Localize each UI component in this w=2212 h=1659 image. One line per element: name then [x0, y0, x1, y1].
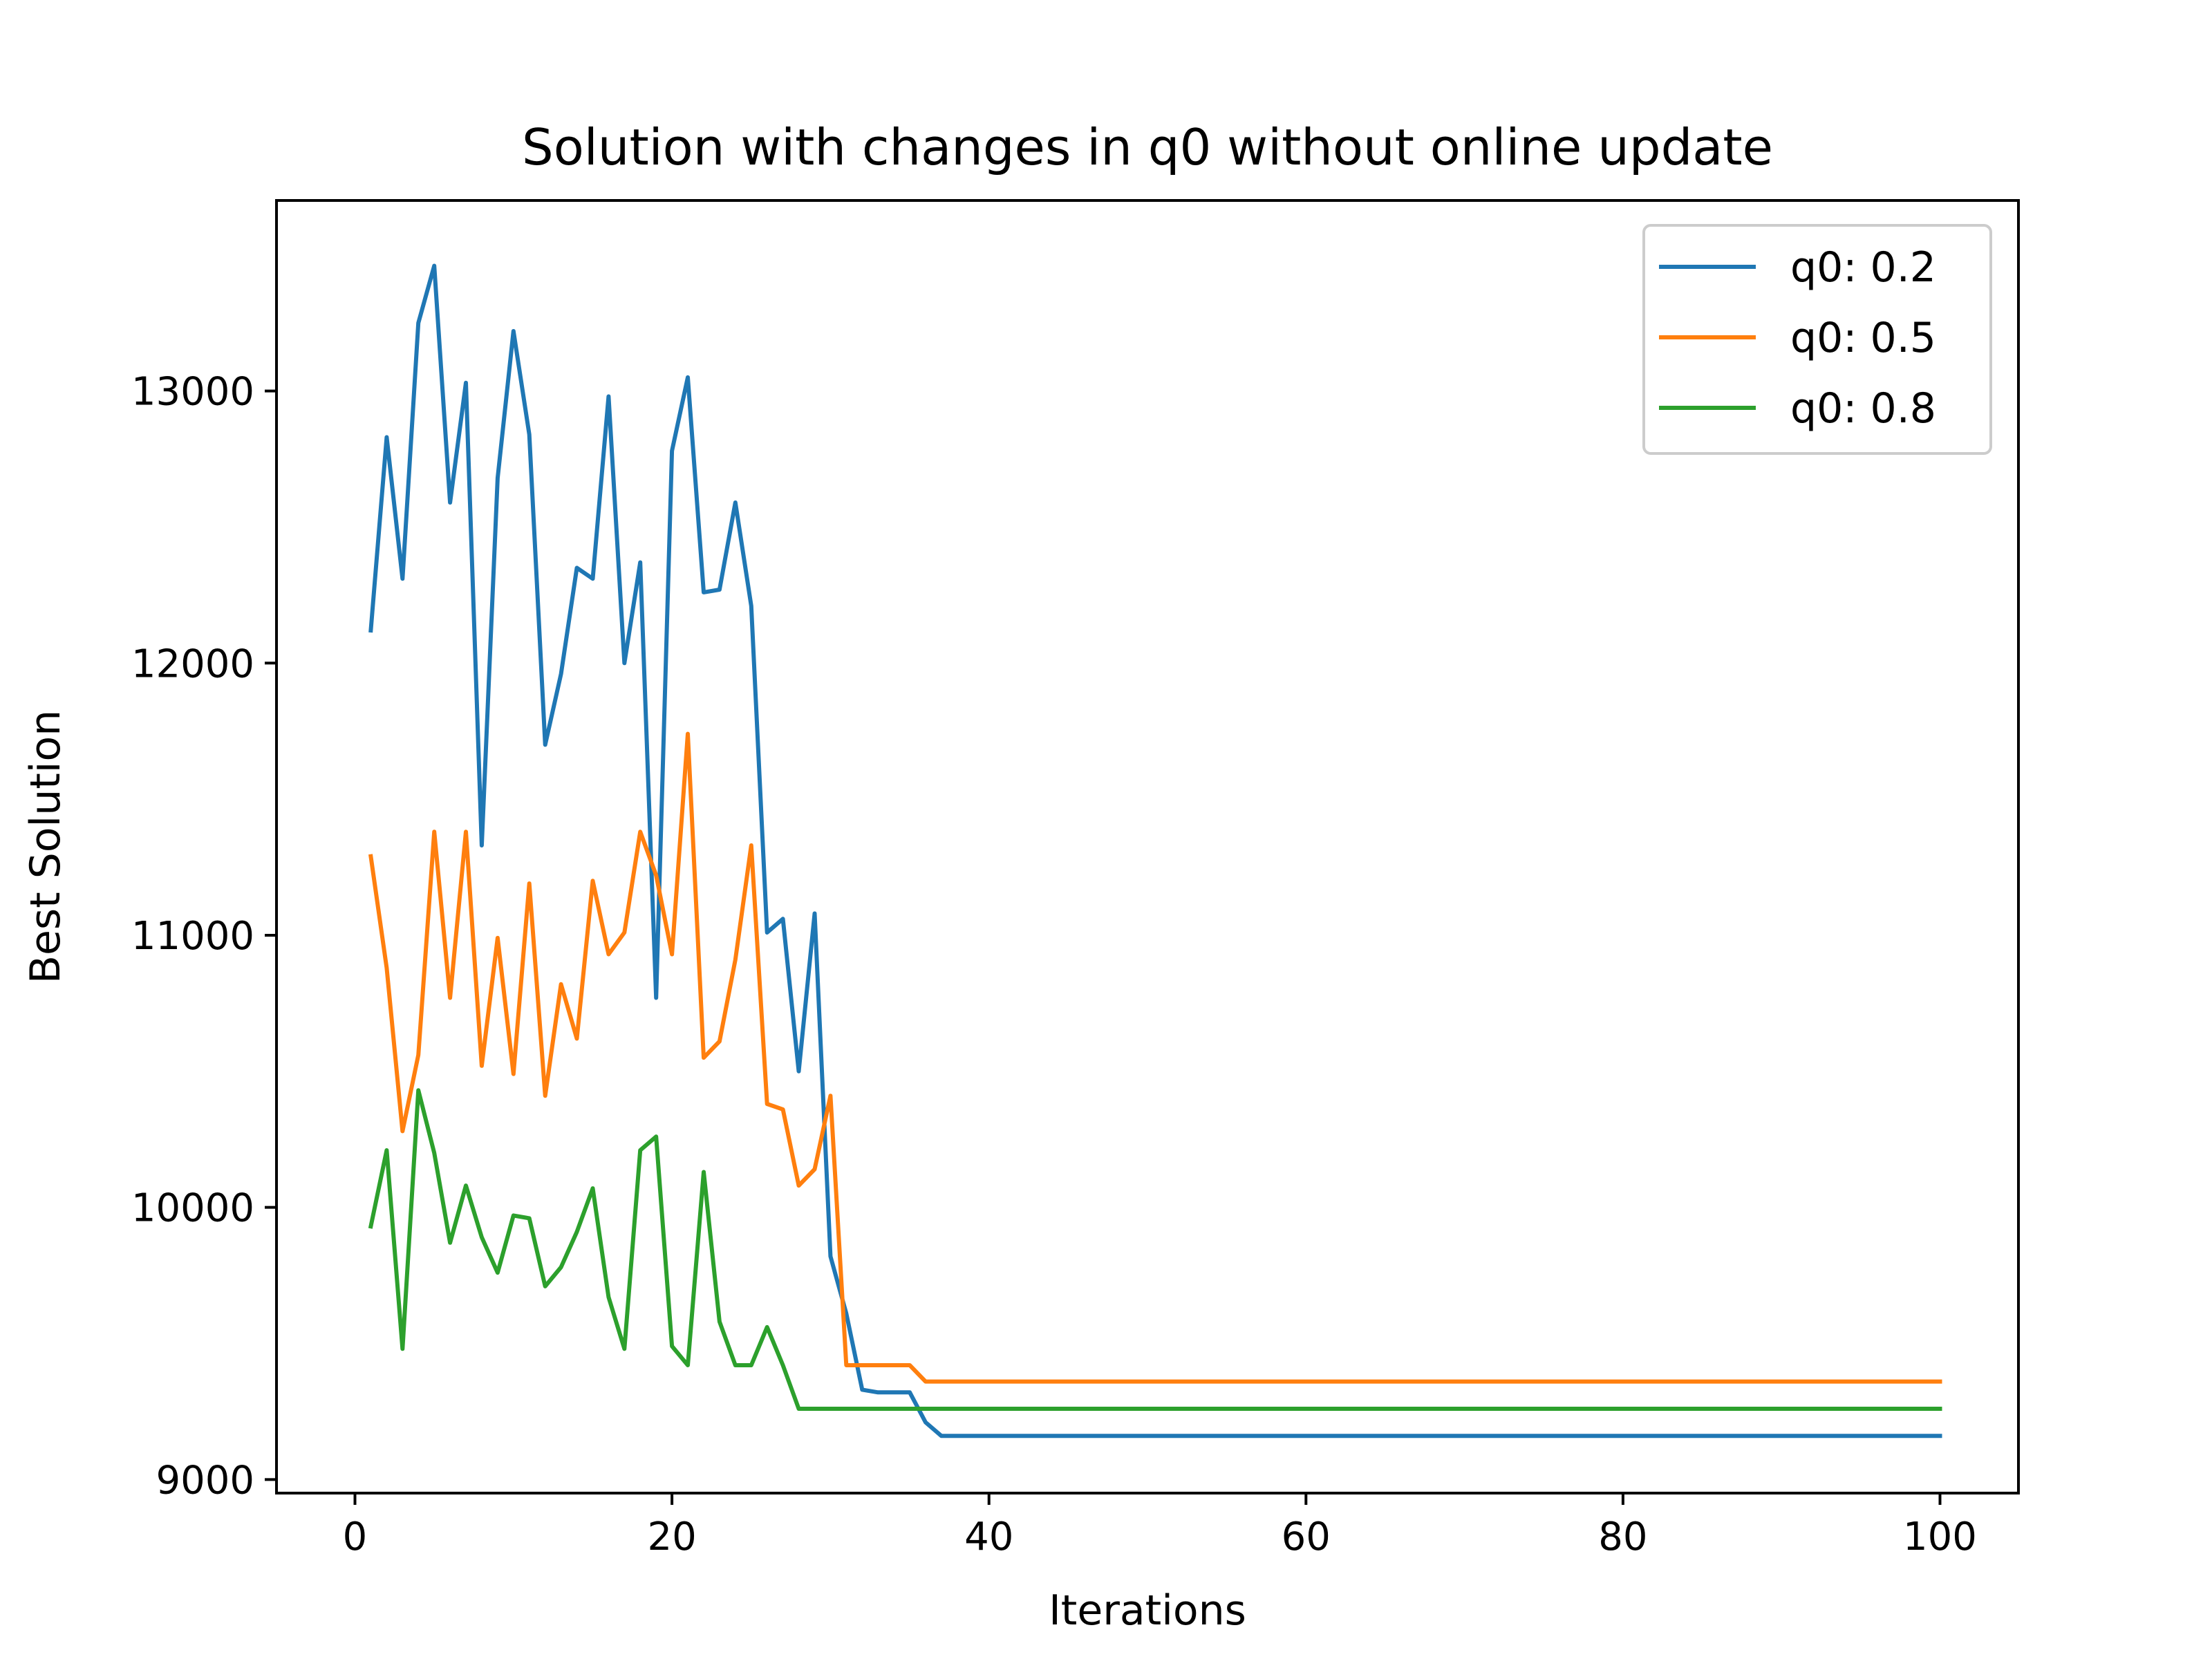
series-line-2 — [368, 731, 1942, 1384]
x-axis: 0 20 40 60 80 100 — [343, 1493, 1977, 1559]
y-tick-label: 12000 — [131, 641, 254, 686]
y-axis-label: Best Solution — [21, 710, 70, 984]
legend-box — [1642, 224, 1992, 455]
x-tick-label: 0 — [343, 1515, 368, 1559]
chart-title: Solution with changes in q0 without onli… — [522, 118, 1773, 176]
x-axis-label: Iterations — [1049, 1586, 1246, 1635]
legend-label-1: q0: 0.2 — [1790, 243, 1936, 292]
y-axis: 9000 10000 11000 12000 13000 — [131, 370, 276, 1503]
x-tick-label: 100 — [1903, 1515, 1977, 1559]
legend-label-3: q0: 0.8 — [1790, 384, 1936, 433]
legend-items: q0: 0.2 q0: 0.5 q0: 0.8 — [1659, 243, 1936, 433]
y-tick-label: 13000 — [131, 370, 254, 415]
x-tick-label: 80 — [1598, 1515, 1647, 1559]
y-tick-label: 11000 — [131, 914, 254, 959]
legend-label-2: q0: 0.5 — [1790, 314, 1936, 362]
y-tick-label: 10000 — [131, 1186, 254, 1231]
x-tick-label: 40 — [964, 1515, 1013, 1559]
series-line-3 — [368, 1088, 1942, 1411]
plot-area-frame — [275, 199, 2020, 1494]
y-tick-label: 9000 — [156, 1458, 254, 1503]
series-line-1 — [368, 263, 1942, 1438]
x-tick-label: 60 — [1282, 1515, 1331, 1559]
x-tick-label: 20 — [647, 1515, 696, 1559]
series-layer — [368, 263, 1942, 1438]
legend: q0: 0.2 q0: 0.5 q0: 0.8 — [1642, 224, 1992, 455]
